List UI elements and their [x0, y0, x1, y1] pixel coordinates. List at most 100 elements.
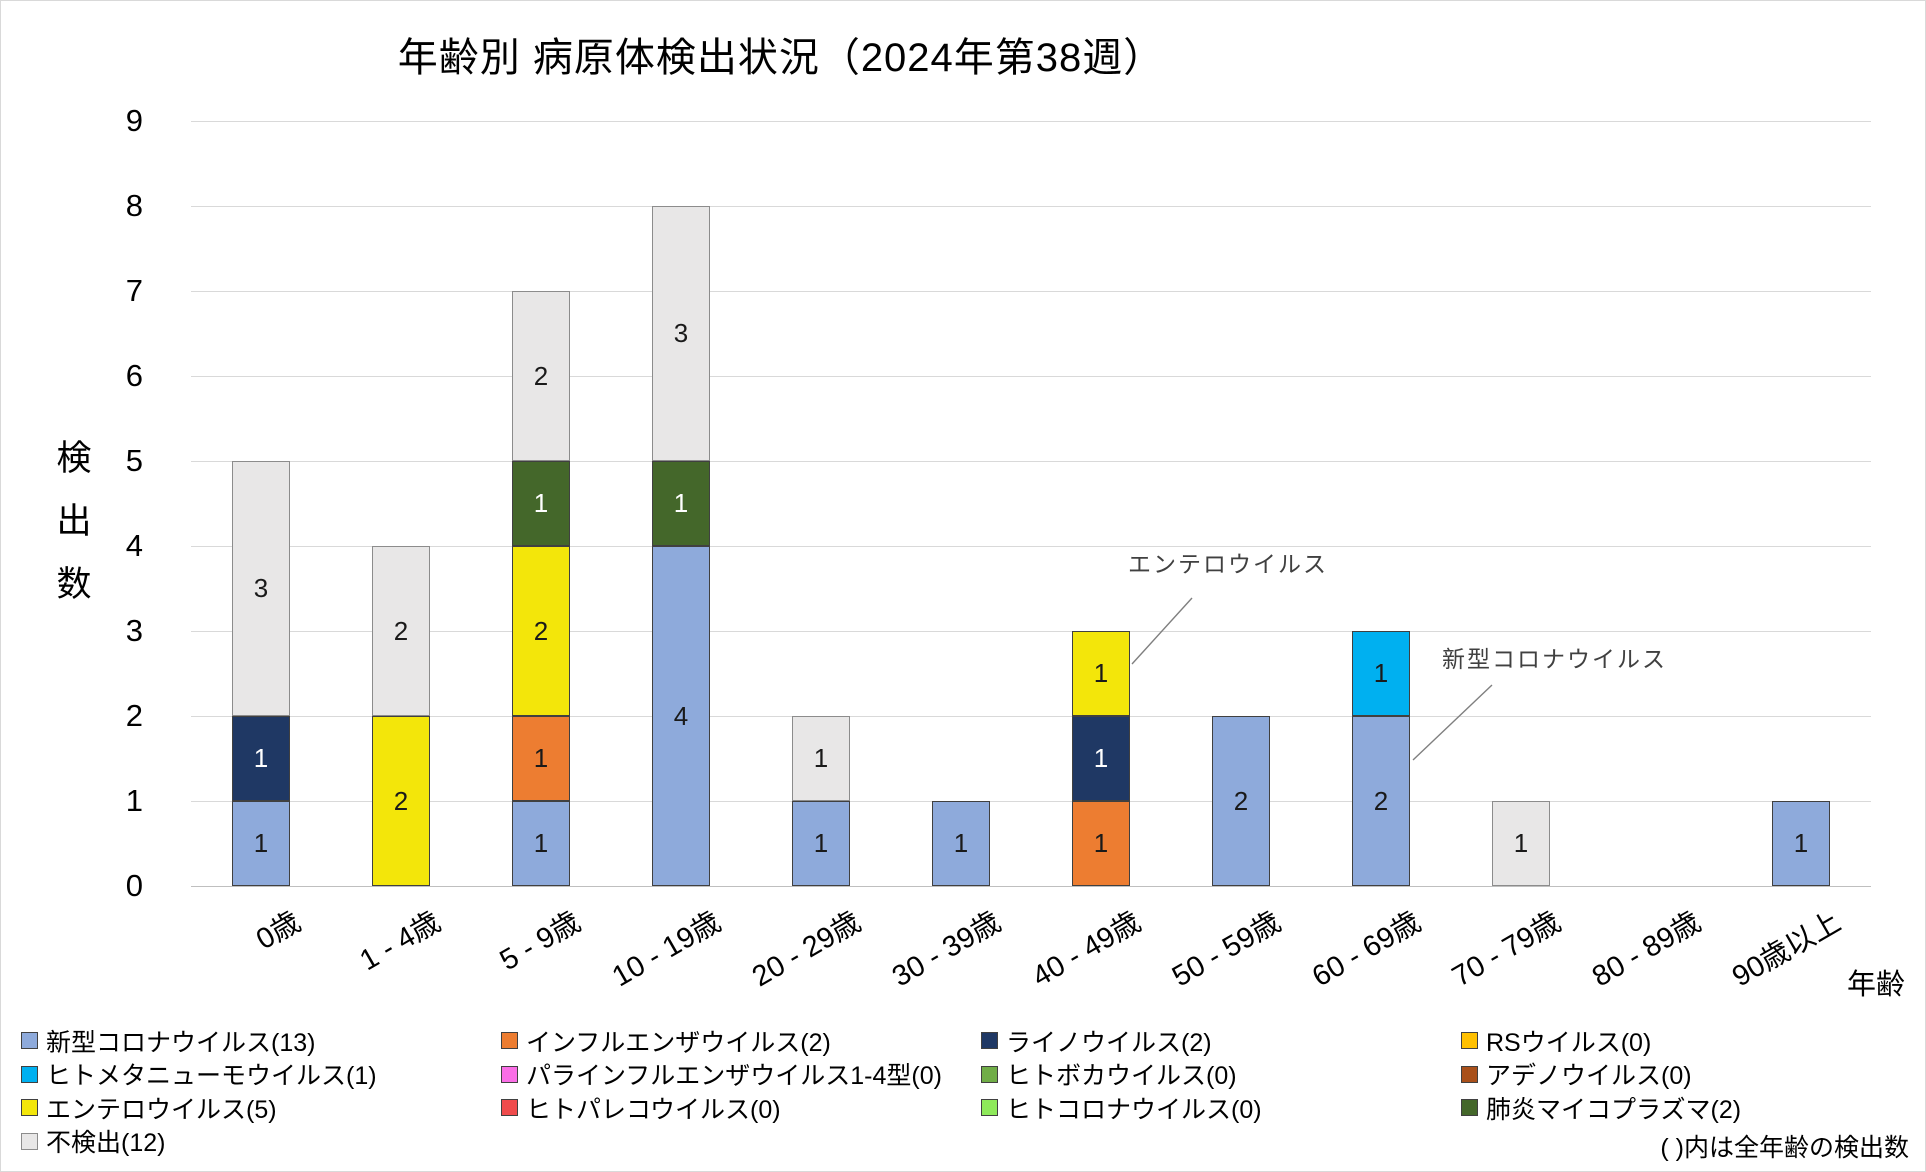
legend-swatch-icon — [21, 1065, 38, 1083]
bar-segment: 2 — [512, 291, 570, 461]
bar-segment: 1 — [652, 461, 710, 546]
gridline — [191, 121, 1871, 122]
legend-note: ( )内は全年齢の検出数 — [1660, 1134, 1909, 1162]
legend-item: ヒトメタニューモウイルス(1) — [21, 1056, 501, 1092]
bar-segment-label: 3 — [253, 573, 269, 603]
y-tick-label: 5 — [125, 443, 143, 478]
bar-segment: 1 — [1772, 801, 1830, 886]
bar-segment: 1 — [512, 801, 570, 886]
legend-swatch-icon — [1461, 1065, 1478, 1083]
gridline — [191, 206, 1871, 207]
bar-segment-label: 3 — [673, 318, 689, 348]
bar-segment-label: 1 — [253, 743, 269, 773]
y-tick-label: 4 — [125, 528, 143, 563]
legend-swatch-icon — [501, 1065, 518, 1083]
legend-swatch-icon — [1461, 1032, 1478, 1050]
legend-item: 不検出(12) — [21, 1123, 501, 1159]
legend-item: 肺炎マイコプラズマ(2) — [1461, 1090, 1909, 1126]
legend-label: ライノウイルス(2) — [1006, 1028, 1212, 1057]
gridline — [191, 716, 1871, 717]
legend-label: RSウイルス(0) — [1486, 1028, 1652, 1057]
bar-segment-label: 1 — [533, 488, 549, 518]
bar-segment-label: 1 — [1373, 658, 1389, 688]
legend-swatch-icon — [501, 1032, 518, 1050]
gridline — [191, 546, 1871, 547]
bar-segment: 1 — [232, 801, 290, 886]
legend-label: インフルエンザウイルス(2) — [526, 1028, 831, 1057]
x-axis-title: 年齢 — [1847, 969, 1906, 1001]
legend-swatch-icon — [1461, 1099, 1478, 1117]
legend-swatch-icon — [501, 1099, 518, 1117]
bar-segment-label: 1 — [253, 828, 269, 858]
bar-segment-label: 1 — [1093, 658, 1109, 688]
y-axis-title: 検出数 — [51, 427, 97, 616]
bar-segment-label: 1 — [1513, 828, 1529, 858]
y-axis-title-char: 数 — [56, 565, 92, 604]
bar-segment: 2 — [372, 716, 430, 886]
bar-segment: 2 — [512, 546, 570, 716]
bar-segment: 1 — [232, 716, 290, 801]
bar-segment-label: 1 — [953, 828, 969, 858]
x-tick-label: 90歳以上 — [1726, 905, 1846, 994]
bar-segment-label: 1 — [533, 828, 549, 858]
bar-segment: 2 — [1352, 716, 1410, 886]
annotation-label: 新型コロナウイルス — [1442, 646, 1667, 672]
bar-segment-label: 2 — [533, 360, 549, 391]
legend-item: ライノウイルス(2) — [981, 1023, 1461, 1059]
x-tick-label: 40 - 49歳 — [1026, 905, 1146, 994]
annotation-label: エンテロウイルス — [1128, 551, 1328, 577]
y-tick-label: 1 — [125, 783, 143, 818]
bar-segment: 2 — [1212, 716, 1270, 886]
gridline — [191, 631, 1871, 632]
legend-item: ヒトパレコウイルス(0) — [501, 1090, 981, 1126]
legend-item: ヒトボカウイルス(0) — [981, 1056, 1461, 1092]
legend-item: アデノウイルス(0) — [1461, 1056, 1909, 1092]
x-tick-label: 5 - 9歳 — [494, 905, 586, 978]
x-tick-label: 20 - 29歳 — [746, 905, 866, 994]
bar-segment-label: 4 — [673, 700, 689, 731]
legend-item: インフルエンザウイルス(2) — [501, 1023, 981, 1059]
y-tick-label: 9 — [125, 103, 143, 138]
bar-segment-label: 2 — [1233, 785, 1249, 816]
legend-swatch-icon — [21, 1132, 38, 1150]
bar-segment-label: 2 — [1373, 785, 1389, 816]
bar-segment-label: 2 — [393, 615, 409, 646]
bar-segment: 1 — [1072, 716, 1130, 801]
legend-label: ヒトボカウイルス(0) — [1006, 1062, 1237, 1091]
bar-segment: 1 — [1072, 631, 1130, 716]
y-tick-label: 7 — [125, 273, 143, 308]
x-tick-label: 50 - 59歳 — [1166, 905, 1286, 994]
legend-label: 新型コロナウイルス(13) — [46, 1028, 316, 1057]
bar-segment-label: 1 — [1793, 828, 1809, 858]
bar-segment-label: 1 — [1093, 828, 1109, 858]
legend-label: 肺炎マイコプラズマ(2) — [1486, 1095, 1742, 1124]
x-tick-label: 1 - 4歳 — [354, 905, 446, 978]
legend-item: 新型コロナウイルス(13) — [21, 1023, 501, 1059]
legend: 新型コロナウイルス(13) インフルエンザウイルス(2) ライノウイルス(2) RSウ… — [21, 1024, 1909, 1158]
bar-segment: 1 — [792, 801, 850, 886]
x-tick-label: 10 - 19歳 — [606, 905, 726, 994]
bar-segment: 1 — [792, 716, 850, 801]
legend-label: アデノウイルス(0) — [1486, 1062, 1692, 1091]
y-tick-label: 3 — [125, 613, 143, 648]
legend-item: パラインフルエンザウイルス1-4型(0) — [501, 1056, 981, 1092]
chart-title: 年齢別 病原体検出状況（2024年第38週） — [397, 36, 1165, 80]
bar-segment-label: 2 — [533, 615, 549, 646]
bar-segment: 3 — [652, 206, 710, 461]
gridline — [191, 376, 1871, 377]
legend-label: ヒトパレコウイルス(0) — [526, 1095, 781, 1124]
y-tick-label: 0 — [125, 868, 143, 903]
gridline — [191, 461, 1871, 462]
legend-label: 不検出(12) — [46, 1129, 166, 1158]
bar-segment: 1 — [932, 801, 990, 886]
legend-label: ヒトコロナウイルス(0) — [1006, 1095, 1262, 1124]
legend-label: ヒトメタニューモウイルス(1) — [46, 1062, 377, 1091]
bar-segment-label: 1 — [1093, 743, 1109, 773]
legend-swatch-icon — [21, 1099, 38, 1117]
gridline — [191, 291, 1871, 292]
bar-segment: 1 — [512, 461, 570, 546]
x-tick-label: 70 - 79歳 — [1446, 905, 1566, 994]
y-axis-title-char: 検 — [56, 439, 92, 478]
bar-segment: 1 — [1492, 801, 1550, 886]
